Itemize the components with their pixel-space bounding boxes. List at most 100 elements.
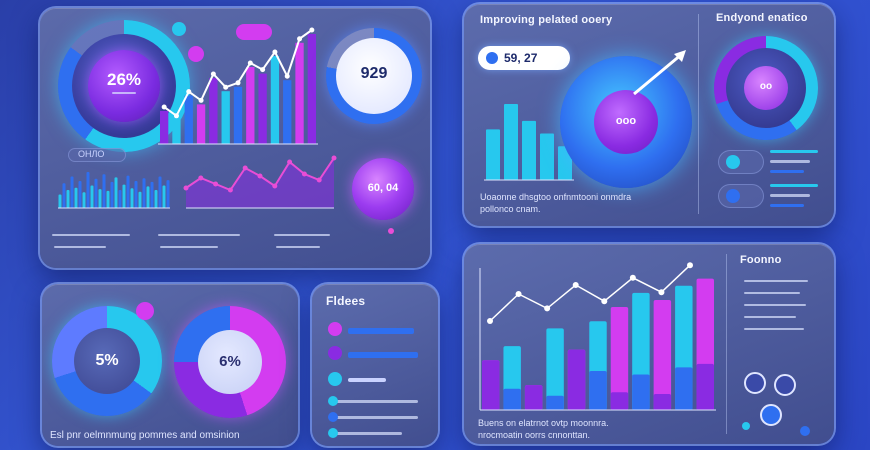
field-1-bar[interactable] — [348, 328, 414, 334]
notify-icon[interactable] — [172, 22, 186, 36]
bar — [166, 180, 170, 208]
area-point — [272, 183, 278, 189]
trend-side-line-2 — [744, 292, 800, 294]
area-point — [227, 187, 233, 193]
bar-total — [653, 299, 672, 410]
field-2-bar[interactable] — [348, 352, 418, 358]
gauge-value: 26% — [106, 70, 142, 89]
slider-3-knob[interactable] — [328, 428, 338, 438]
bar — [233, 86, 243, 144]
bar — [270, 56, 280, 144]
trend-point — [629, 274, 636, 281]
side-gauge-value: oo — [759, 81, 773, 92]
caption-line-1: Uoaonne dhsgtoo onfnmtooni onmdra — [480, 192, 632, 202]
chat-icon — [726, 155, 740, 169]
gauge-core — [88, 50, 160, 122]
purple-orb-value: 60, 04 — [367, 182, 399, 194]
bar — [246, 67, 255, 144]
area-point — [183, 185, 189, 191]
trend-point — [210, 71, 216, 77]
field-1-icon — [328, 322, 342, 336]
side-item-2[interactable] — [718, 184, 764, 208]
trend-point — [223, 84, 229, 90]
bar — [522, 120, 536, 180]
control-knob-1[interactable] — [744, 372, 766, 394]
bar-base — [567, 349, 586, 410]
bar — [486, 129, 500, 180]
trend-point — [544, 305, 551, 312]
bar — [78, 181, 82, 208]
trend-side-line-3 — [744, 304, 806, 306]
panel-overview: 26% 929 ОНЛО 60, 04 — [40, 8, 430, 268]
bar-base — [524, 385, 543, 410]
control-knob-3[interactable] — [760, 404, 782, 426]
bar — [283, 80, 292, 144]
control-knob-2[interactable] — [774, 374, 796, 396]
panel-divider — [698, 14, 699, 214]
slider-2-track[interactable] — [332, 416, 418, 419]
pill-text: 59, 27 — [504, 51, 538, 65]
slider-3-track[interactable] — [332, 432, 402, 435]
blue-orb-core — [594, 90, 658, 154]
bar — [110, 181, 114, 208]
footer-text-2a — [158, 234, 240, 236]
donut-1-value: 5% — [95, 352, 119, 369]
bar — [134, 181, 138, 208]
footer-text-1a — [52, 234, 130, 236]
bar — [74, 187, 78, 208]
badge-pink[interactable] — [236, 24, 272, 40]
area-fill — [186, 158, 334, 208]
toggle-icon[interactable] — [188, 46, 204, 62]
bar — [126, 175, 130, 208]
area-point — [301, 171, 307, 177]
score-value: 929 — [360, 65, 388, 82]
trend-bar-chart — [484, 104, 574, 181]
bar-line-chart — [158, 27, 318, 145]
bar — [130, 188, 134, 208]
bar — [122, 184, 126, 208]
bar — [162, 185, 166, 208]
purple-orb — [352, 158, 414, 220]
side-item-1[interactable] — [718, 150, 764, 174]
bar-base — [696, 363, 714, 410]
bar-base — [653, 394, 672, 410]
trend-point — [173, 113, 179, 119]
panel-title: Improving pelated ooery — [480, 14, 613, 26]
area-point — [331, 155, 337, 161]
area-point — [213, 181, 219, 187]
bar — [70, 176, 74, 208]
bar — [154, 190, 158, 208]
caption-line-2: pollonco cnam. — [480, 204, 541, 214]
gauge-sub-line — [112, 92, 136, 94]
control-dot-2 — [800, 426, 810, 436]
field-3-bar[interactable] — [348, 378, 386, 382]
trend-point — [284, 73, 290, 79]
donut-2-value: 6% — [219, 353, 241, 370]
bar — [307, 34, 316, 144]
bar — [90, 185, 94, 208]
trend-point — [601, 298, 608, 305]
bar — [58, 194, 62, 208]
bar-base — [589, 370, 607, 410]
bar — [146, 186, 150, 208]
slider-1-knob[interactable] — [328, 396, 338, 406]
area-point — [242, 165, 248, 171]
field-2-icon — [328, 346, 342, 360]
bar-total — [610, 307, 629, 410]
bar — [158, 176, 162, 208]
trend-line — [489, 264, 691, 322]
slider-2-knob[interactable] — [328, 412, 338, 422]
bar-base — [675, 367, 693, 410]
footer-text-3b — [276, 246, 320, 248]
trend-side-line-5 — [744, 328, 804, 330]
bar — [184, 95, 193, 144]
bar — [221, 91, 230, 144]
side-item-1-line-b — [770, 160, 810, 163]
panel-fields: Fldees — [312, 284, 438, 446]
slider-1-track[interactable] — [332, 400, 418, 403]
panel-trend: Buens on elatrnot ovtp moonnra. nrocmoat… — [464, 244, 834, 444]
heart-icon[interactable] — [136, 302, 154, 320]
area-point — [287, 159, 293, 165]
bar — [138, 191, 142, 208]
trend-point — [235, 80, 241, 86]
